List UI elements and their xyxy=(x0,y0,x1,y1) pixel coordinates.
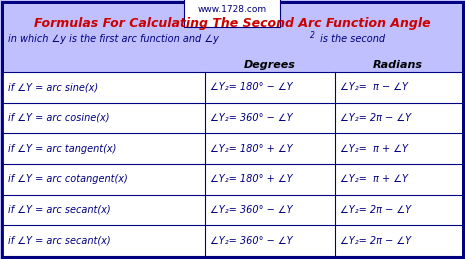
Text: 2: 2 xyxy=(310,32,315,40)
Text: is the second: is the second xyxy=(317,34,385,44)
Text: Formulas For Calculating The Second Arc Function Angle: Formulas For Calculating The Second Arc … xyxy=(33,18,430,31)
Text: ∠Y₂= 180° − ∠Y: ∠Y₂= 180° − ∠Y xyxy=(210,82,292,92)
Text: www.1728.com: www.1728.com xyxy=(198,4,266,13)
Text: ∠Y₂= 360° − ∠Y: ∠Y₂= 360° − ∠Y xyxy=(210,113,292,123)
Text: ∠Y₂= 180° + ∠Y: ∠Y₂= 180° + ∠Y xyxy=(210,144,292,154)
Text: ∠Y₂= 360° − ∠Y: ∠Y₂= 360° − ∠Y xyxy=(210,205,292,215)
Text: ∠Y₂= 360° − ∠Y: ∠Y₂= 360° − ∠Y xyxy=(210,236,292,246)
Text: Degrees: Degrees xyxy=(244,60,296,70)
Bar xyxy=(3,164,462,195)
Bar xyxy=(3,225,462,256)
Bar xyxy=(3,133,462,164)
Text: if ∠Y = arc cotangent(x): if ∠Y = arc cotangent(x) xyxy=(8,174,128,184)
Text: if ∠Y = arc secant(x): if ∠Y = arc secant(x) xyxy=(8,205,111,215)
Text: ∠Y₂= 180° + ∠Y: ∠Y₂= 180° + ∠Y xyxy=(210,174,292,184)
Bar xyxy=(3,103,462,133)
Text: if ∠Y = arc tangent(x): if ∠Y = arc tangent(x) xyxy=(8,144,116,154)
Text: ∠Y₂= 2π − ∠Y: ∠Y₂= 2π − ∠Y xyxy=(340,236,411,246)
Text: ∠Y₂=  π + ∠Y: ∠Y₂= π + ∠Y xyxy=(340,144,408,154)
Text: ∠Y₂=  π − ∠Y: ∠Y₂= π − ∠Y xyxy=(340,82,408,92)
Text: Radians: Radians xyxy=(373,60,423,70)
Text: ∠Y₂= 2π − ∠Y: ∠Y₂= 2π − ∠Y xyxy=(340,205,411,215)
Text: in which ∠y is the first arc function and ∠y: in which ∠y is the first arc function an… xyxy=(8,34,219,44)
Bar xyxy=(3,72,462,103)
Text: if ∠Y = arc sine(x): if ∠Y = arc sine(x) xyxy=(8,82,98,92)
Text: ∠Y₂=  π + ∠Y: ∠Y₂= π + ∠Y xyxy=(340,174,408,184)
Text: if ∠Y = arc cosine(x): if ∠Y = arc cosine(x) xyxy=(8,113,109,123)
Text: if ∠Y = arc secant(x): if ∠Y = arc secant(x) xyxy=(8,236,111,246)
Text: ∠Y₂= 2π − ∠Y: ∠Y₂= 2π − ∠Y xyxy=(340,113,411,123)
Bar xyxy=(3,195,462,225)
